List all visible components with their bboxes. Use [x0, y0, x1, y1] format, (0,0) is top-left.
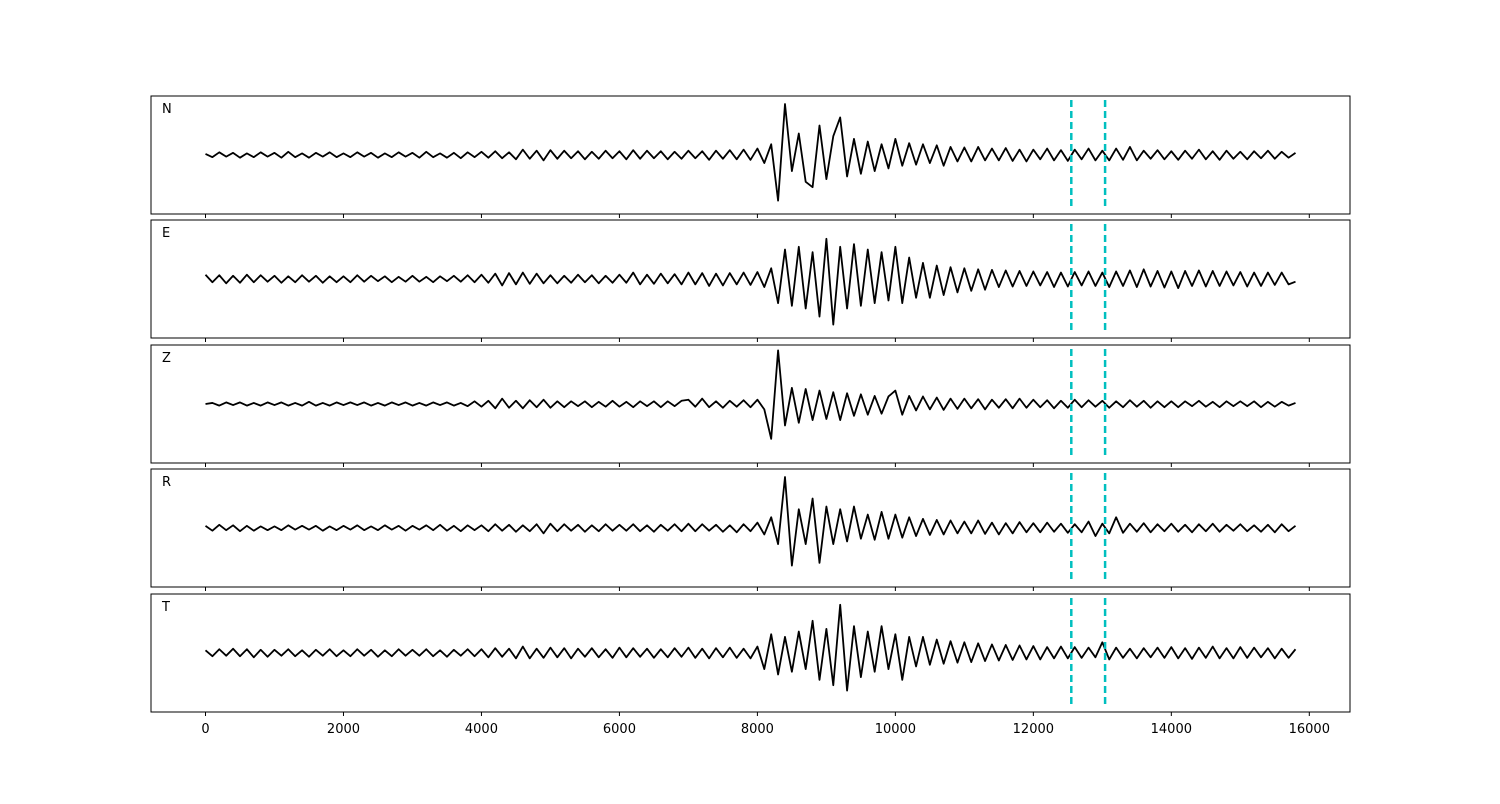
x-tick-label: 10000 — [875, 722, 916, 737]
panel-frame — [150, 593, 1351, 713]
panel-label: Z — [162, 351, 171, 366]
trace — [204, 476, 1297, 567]
x-tick-label: 6000 — [603, 722, 636, 737]
panel-frame — [150, 95, 1351, 215]
x-tick-label: 8000 — [741, 722, 774, 737]
panel-label: T — [161, 600, 170, 615]
x-tick-label: 12000 — [1013, 722, 1054, 737]
trace — [204, 237, 1296, 326]
x-tick-label: 4000 — [465, 722, 498, 737]
trace — [205, 103, 1297, 202]
x-tick-label: 14000 — [1151, 722, 1192, 737]
panel-label: E — [162, 226, 170, 241]
x-tick-label: 2000 — [327, 722, 360, 737]
trace — [205, 349, 1296, 440]
panel-frame — [150, 219, 1351, 339]
panel-label: R — [162, 475, 171, 490]
panel-label: N — [162, 102, 172, 117]
panel-frame — [150, 468, 1351, 588]
trace — [204, 603, 1297, 692]
x-tick-label: 16000 — [1289, 722, 1330, 737]
panel-frame — [150, 344, 1351, 464]
x-tick-label: 0 — [201, 722, 209, 737]
